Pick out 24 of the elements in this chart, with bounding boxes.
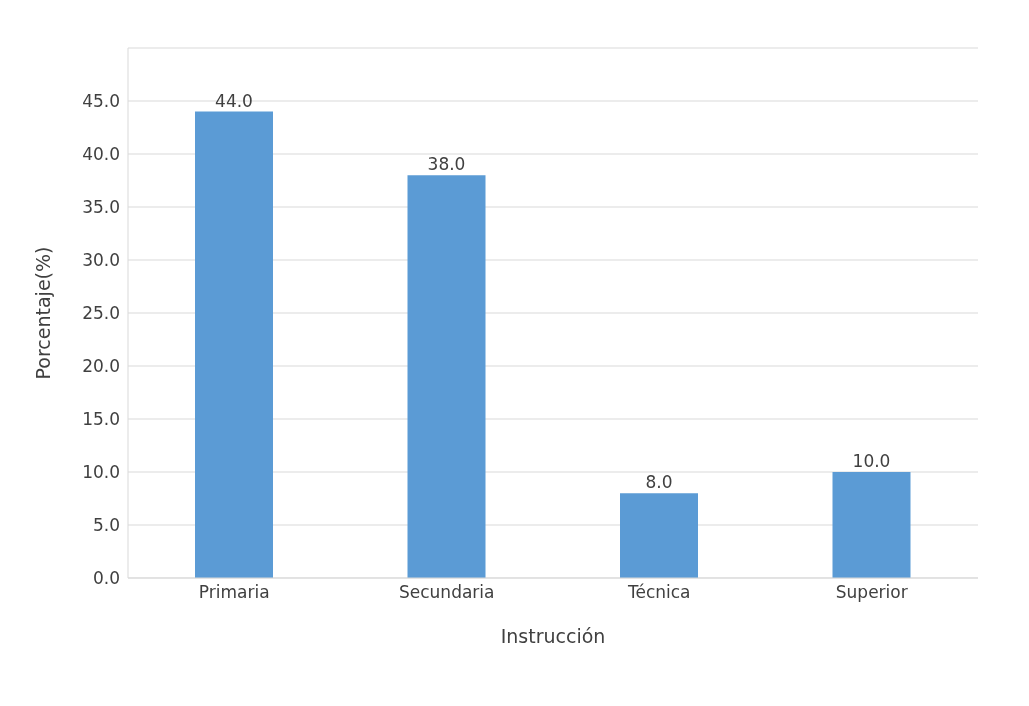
bar [620, 493, 698, 578]
y-tick-label: 45.0 [82, 91, 120, 112]
y-tick-label: 20.0 [82, 356, 120, 377]
bar [407, 175, 486, 578]
data-label: 44.0 [215, 90, 253, 111]
y-tick-label: 10.0 [82, 462, 120, 483]
y-tick-label: 5.0 [92, 515, 120, 536]
y-tick-label: 25.0 [82, 303, 120, 324]
data-label: 8.0 [645, 472, 673, 493]
x-tick-label: Primaria [198, 582, 270, 603]
data-label: 38.0 [427, 154, 466, 175]
bar [832, 472, 911, 578]
y-tick-label: 0.0 [92, 568, 120, 589]
y-tick-label: 35.0 [82, 197, 120, 218]
y-tick-label: 30.0 [82, 250, 120, 271]
x-tick-label: Secundaria [399, 582, 495, 603]
x-tick-label: Superior [835, 582, 908, 603]
y-axis-title: Porcentaje(%) [31, 246, 54, 380]
data-label: 10.0 [852, 451, 891, 471]
x-axis-title: Instrucción [500, 625, 606, 647]
bar [195, 111, 273, 578]
y-tick-label: 15.0 [82, 409, 120, 430]
x-tick-label: Técnica [626, 582, 691, 603]
y-tick-label: 40.0 [82, 144, 120, 165]
